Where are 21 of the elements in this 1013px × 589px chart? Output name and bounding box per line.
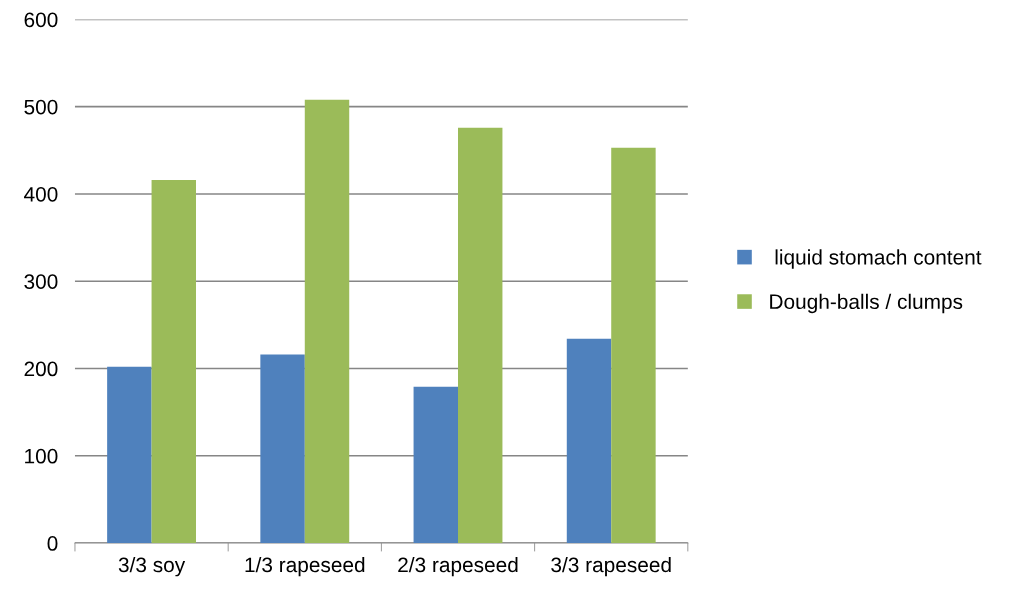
y-tick-label: 300 [24, 274, 58, 289]
y-tick-label: 600 [24, 12, 58, 28]
bar [413, 386, 458, 544]
x-tick-label: 2/3 rapeseed [398, 556, 518, 577]
bar [260, 354, 305, 544]
bar [458, 127, 503, 544]
legend-label: Dough-balls / clumps [770, 293, 963, 314]
bar [151, 180, 196, 544]
y-tick-label: 100 [25, 448, 58, 464]
y-tick-label: 0 [47, 536, 58, 551]
y-tick-label: 500 [24, 99, 58, 115]
y-tick-label: 400 [24, 186, 58, 202]
bar [566, 338, 612, 544]
legend-label: liquid stomach content [775, 249, 982, 269]
bar [107, 366, 152, 544]
x-tick-label: 1/3 rapeseed [245, 556, 365, 577]
bar [611, 147, 656, 544]
y-tick-label: 200 [24, 361, 58, 377]
x-tick-label: 3/3 rapeseed [551, 556, 671, 577]
bar [304, 99, 350, 544]
x-tick-label: 3/3 soy [118, 556, 186, 577]
